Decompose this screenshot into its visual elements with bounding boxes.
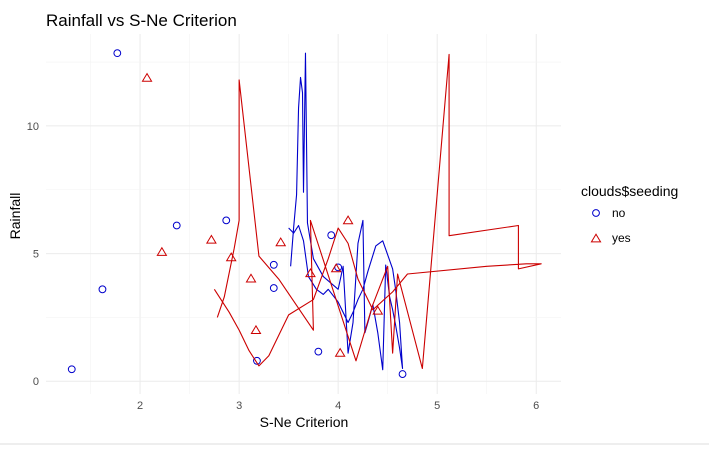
- point-no: [269, 284, 278, 292]
- point-yes: [304, 267, 316, 278]
- point-yes: [141, 72, 153, 82]
- legend-key-no: [592, 209, 600, 217]
- legend-key-yes: [590, 233, 602, 243]
- legend-title: clouds$seeding: [581, 183, 678, 199]
- x-tick-label: 5: [434, 400, 440, 412]
- point-yes: [245, 273, 257, 283]
- y-tick-label: 10: [27, 121, 39, 133]
- point-no: [314, 347, 323, 356]
- y-tick-label: 0: [33, 376, 39, 388]
- point-yes: [156, 246, 168, 256]
- x-tick-label: 4: [335, 400, 341, 412]
- chart-title: Rainfall vs S-Ne Criterion: [46, 11, 237, 30]
- point-no: [113, 49, 122, 58]
- series-layer: [67, 49, 542, 378]
- point-yes: [205, 234, 217, 244]
- point-yes: [225, 252, 237, 262]
- legend: clouds$seeding no yes: [581, 183, 678, 245]
- y-axis-label: Rainfall: [7, 193, 23, 240]
- point-yes: [372, 305, 384, 315]
- point-no: [172, 221, 181, 230]
- tick-labels: 2 3 4 5 6 0 5 10: [27, 121, 540, 412]
- x-tick-label: 2: [137, 400, 143, 412]
- point-yes: [250, 324, 262, 335]
- point-no: [327, 231, 336, 240]
- x-axis-label: S-Ne Criterion: [260, 414, 349, 430]
- legend-label-yes: yes: [612, 231, 631, 245]
- point-yes: [334, 347, 346, 357]
- y-tick-label: 5: [33, 249, 39, 261]
- point-yes: [275, 237, 287, 247]
- point-no: [269, 260, 278, 269]
- point-no: [398, 370, 407, 378]
- series-line-yes: [213, 53, 542, 370]
- point-no: [253, 356, 261, 365]
- x-tick-label: 3: [236, 400, 242, 412]
- point-no: [222, 216, 231, 225]
- legend-label-no: no: [612, 206, 626, 220]
- point-yes: [330, 263, 342, 273]
- point-no: [67, 365, 76, 374]
- point-yes: [342, 215, 354, 225]
- x-tick-label: 6: [533, 400, 539, 412]
- point-no: [98, 285, 107, 294]
